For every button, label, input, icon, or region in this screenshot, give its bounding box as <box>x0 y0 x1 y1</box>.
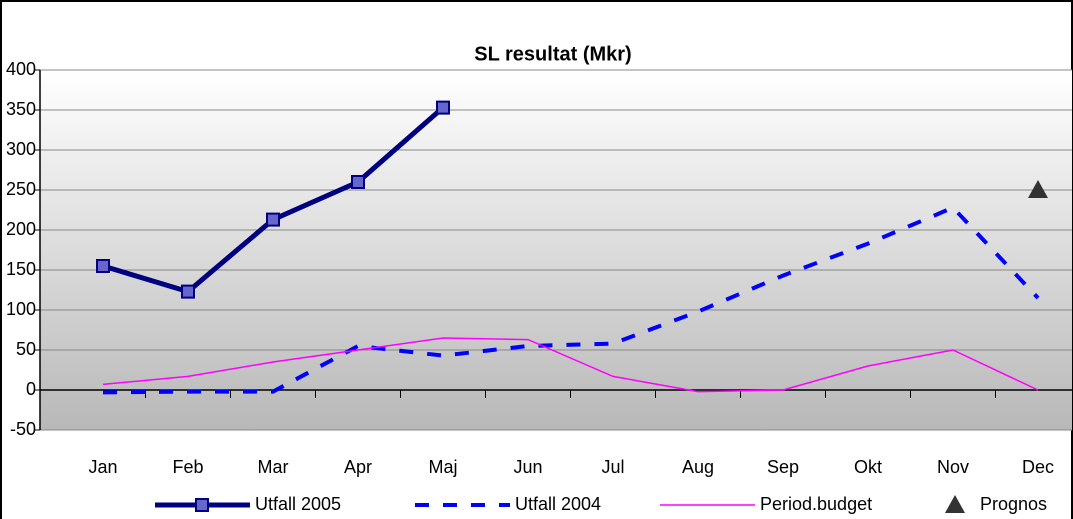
y-tick-label: 0 <box>26 379 36 399</box>
chart-title: SL resultat (Mkr) <box>474 43 631 65</box>
x-tick-label: Jan <box>88 457 117 477</box>
x-tick-label: Apr <box>344 457 372 477</box>
point-marker <box>96 259 110 273</box>
y-tick-label: 200 <box>6 219 36 239</box>
x-tick-label: Dec <box>1022 457 1054 477</box>
y-tick-label: 300 <box>6 139 36 159</box>
y-tick-label: 100 <box>6 299 36 319</box>
y-tick-label: 50 <box>16 339 36 359</box>
series-line <box>102 205 1040 395</box>
x-tick-label: Feb <box>172 457 203 477</box>
y-tick-label: 350 <box>6 99 36 119</box>
plot-area <box>40 70 1072 430</box>
y-tick-label: 400 <box>6 59 36 79</box>
point-marker <box>1028 180 1048 198</box>
x-tick-label: Sep <box>767 457 799 477</box>
x-tick-label: Jun <box>513 457 542 477</box>
point-marker <box>266 212 280 227</box>
legend-label: Utfall 2004 <box>515 494 601 514</box>
x-tick-label: Aug <box>682 457 714 477</box>
legend-label: Period.budget <box>760 494 872 514</box>
y-tick-label: 150 <box>6 259 36 279</box>
point-marker <box>181 284 195 299</box>
x-tick-label: Okt <box>854 457 882 477</box>
x-tick-label: Nov <box>937 457 969 477</box>
legend-marker <box>945 495 965 513</box>
legend-marker <box>195 498 209 512</box>
series-line <box>102 337 1039 393</box>
point-marker <box>351 175 365 189</box>
y-tick-label: -50 <box>10 419 36 439</box>
y-tick-label: 250 <box>6 179 36 199</box>
legend-label: Utfall 2005 <box>255 494 341 514</box>
x-tick-label: Jul <box>601 457 624 477</box>
point-marker <box>436 100 450 115</box>
x-tick-label: Maj <box>428 457 457 477</box>
x-tick-label: Mar <box>258 457 289 477</box>
legend-label: Prognos <box>980 494 1047 514</box>
